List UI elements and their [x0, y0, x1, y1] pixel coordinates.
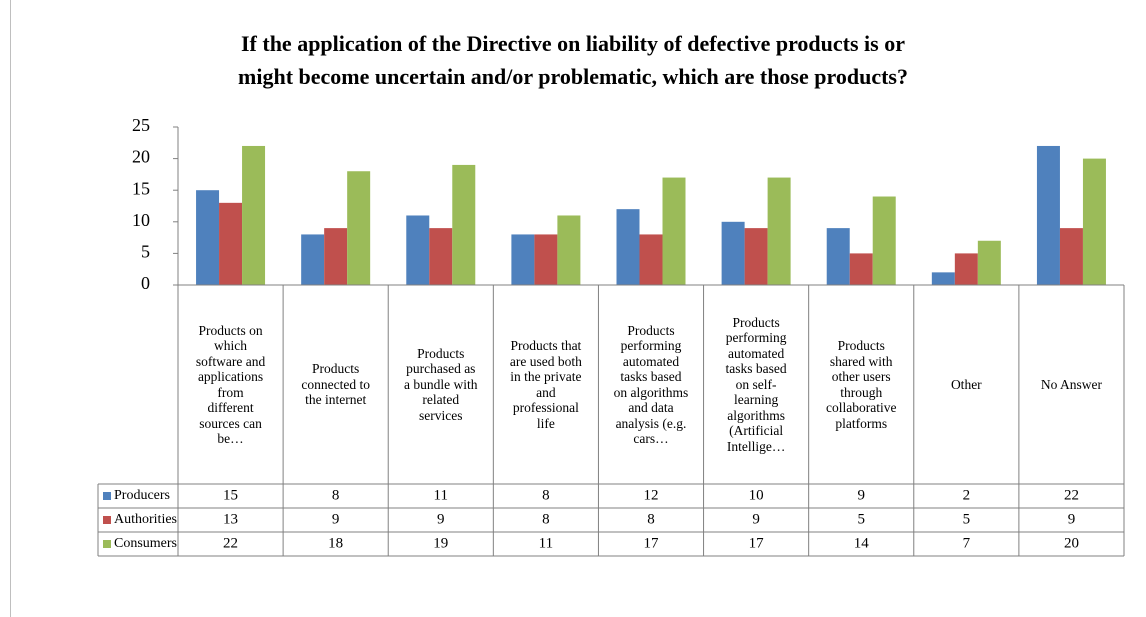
bar [324, 228, 348, 285]
table-value: 11 [539, 535, 553, 551]
table-value: 13 [223, 511, 238, 527]
bar [872, 196, 896, 285]
table-value: 15 [223, 487, 238, 503]
bar [826, 228, 850, 285]
table-value: 14 [854, 535, 870, 551]
table-value: 18 [328, 535, 343, 551]
legend-key [103, 540, 111, 548]
table-value: 22 [1064, 487, 1079, 503]
bar [639, 234, 663, 285]
table-value: 17 [749, 535, 765, 551]
bar [1036, 145, 1060, 285]
table-value: 10 [749, 487, 764, 503]
bar [616, 209, 640, 285]
bar [931, 272, 955, 285]
category-label: Products shared with other users through… [825, 338, 897, 431]
category-label: No Answer [1040, 376, 1102, 392]
category-label: Products performing automated tasks base… [725, 314, 787, 454]
bar [301, 234, 325, 285]
table-value: 7 [963, 535, 971, 551]
table-value: 2 [963, 487, 971, 503]
bar [744, 228, 768, 285]
table-value: 17 [644, 535, 660, 551]
table-value: 9 [857, 487, 865, 503]
bar [452, 164, 476, 285]
bar [406, 215, 430, 285]
bar [1059, 228, 1083, 285]
bar [767, 177, 791, 285]
bar [511, 234, 535, 285]
chart-title: If the application of the Directive on l… [238, 31, 908, 89]
table-value: 8 [542, 511, 550, 527]
bar [954, 253, 978, 285]
table-value: 8 [647, 511, 655, 527]
legend-label: Producers [114, 488, 170, 503]
table-value: 11 [434, 487, 448, 503]
category-label: Other [950, 376, 982, 392]
legend-label: Consumers [114, 536, 177, 551]
y-tick-label: 5 [141, 242, 150, 262]
category-label: Products connected to the internet [301, 361, 370, 408]
legend-key [103, 516, 111, 524]
y-tick-label: 15 [132, 178, 150, 198]
y-tick-label: 20 [132, 147, 150, 167]
bar [977, 240, 1001, 285]
table-value: 9 [437, 511, 445, 527]
y-tick-label: 0 [141, 273, 150, 293]
y-tick-label: 10 [132, 210, 150, 230]
bar [534, 234, 558, 285]
y-tick-label: 25 [132, 115, 150, 135]
table-value: 19 [433, 535, 448, 551]
legend-key [103, 492, 111, 500]
bar [1082, 158, 1106, 285]
bar [347, 171, 371, 285]
table-value: 9 [332, 511, 340, 527]
category-label: Products that are used both in the priva… [509, 338, 582, 431]
legend-label: Authorities [114, 512, 177, 527]
bar [849, 253, 873, 285]
bar [219, 202, 243, 285]
category-label: Products purchased as a bundle with rela… [404, 345, 478, 423]
table-value: 20 [1064, 535, 1079, 551]
table-value: 5 [857, 511, 865, 527]
bar [721, 221, 745, 285]
bar [662, 177, 686, 285]
table-value: 5 [963, 511, 971, 527]
table-value: 9 [752, 511, 760, 527]
title-line: If the application of the Directive on l… [241, 31, 905, 56]
bar [242, 145, 266, 285]
bar [196, 190, 220, 285]
bar [429, 228, 453, 285]
table-value: 22 [223, 535, 238, 551]
bar [557, 215, 581, 285]
title-line: might become uncertain and/or problemati… [238, 64, 908, 89]
table-value: 8 [542, 487, 550, 503]
category-label: Products on which software and applicati… [195, 322, 266, 447]
category-label: Products performing automated tasks base… [613, 322, 689, 447]
table-value: 9 [1068, 511, 1076, 527]
table-value: 8 [332, 487, 340, 503]
table-value: 12 [644, 487, 659, 503]
